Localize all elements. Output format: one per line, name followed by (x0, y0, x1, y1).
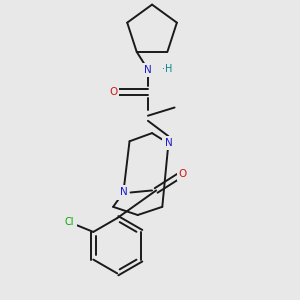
Text: O: O (109, 87, 117, 97)
Text: O: O (178, 169, 187, 179)
Text: N: N (144, 64, 152, 75)
Text: Cl: Cl (65, 217, 74, 227)
Text: N: N (165, 138, 172, 148)
Text: N: N (119, 188, 127, 197)
Text: ·H: ·H (162, 64, 173, 74)
